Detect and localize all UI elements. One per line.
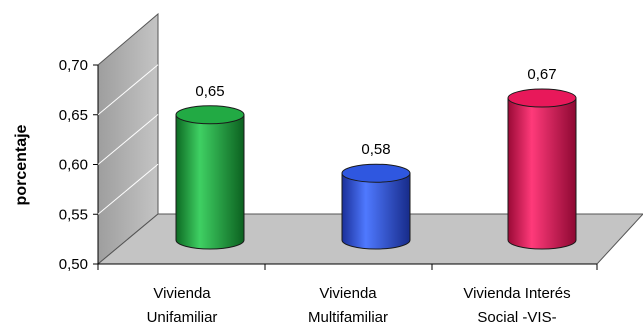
wall-gridline [97,64,159,116]
wall-gridline [97,114,159,165]
bar-body [175,114,245,250]
category-label: Social -VIS- [477,309,556,326]
bar-top [341,163,411,183]
data-label: 0,67 [527,66,556,83]
category-label: Multifamiliar [308,309,388,326]
x-axis-ticks [97,264,598,270]
y-tick-label: 0,65 [59,107,88,124]
bar-body [341,172,411,250]
category-label: Vivienda [153,285,211,302]
y-tick-label: 0,60 [59,157,88,174]
wall-gridline [97,163,159,215]
bars: 0,65 0,58 0,67 [175,66,577,250]
category-label: Vivienda [319,285,377,302]
bar-2: 0,67 [507,66,577,250]
bar-0: 0,65 [175,83,245,250]
bar-top [507,88,577,108]
data-label: 0,58 [361,141,390,158]
category-label: Vivienda Interés [463,285,570,302]
wall-gridlines [97,64,159,215]
data-label: 0,65 [195,83,224,100]
y-axis-label: porcentaje [13,124,30,205]
y-tick-label: 0,55 [59,206,88,223]
category-labels: Vivienda Unifamiliar Vivienda Multifamiliar… [147,285,571,326]
bar-body [507,97,577,250]
y-axis-ticks: 0,50 0,55 0,60 0,65 0,70 [59,57,98,273]
y-tick-label: 0,70 [59,57,88,74]
bar-1: 0,58 [341,141,411,250]
bar-top [175,105,245,125]
category-label: Unifamiliar [147,309,218,326]
y-tick-label: 0,50 [59,256,88,273]
